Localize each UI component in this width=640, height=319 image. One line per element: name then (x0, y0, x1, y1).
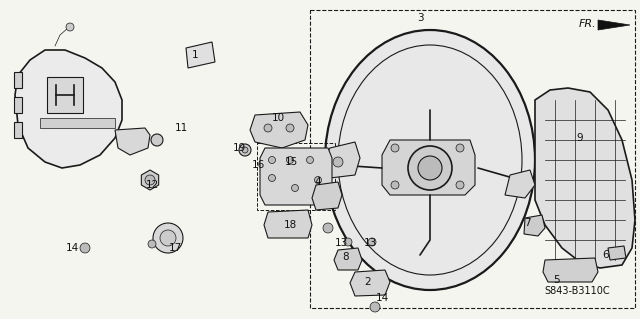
Circle shape (66, 23, 74, 31)
Polygon shape (14, 72, 22, 88)
Circle shape (368, 238, 376, 246)
Text: 12: 12 (145, 180, 159, 190)
Circle shape (391, 181, 399, 189)
Circle shape (160, 230, 176, 246)
Circle shape (264, 124, 272, 132)
Polygon shape (598, 20, 630, 30)
Polygon shape (608, 246, 626, 260)
Circle shape (80, 243, 90, 253)
Polygon shape (312, 182, 342, 210)
Circle shape (291, 184, 298, 191)
Text: 6: 6 (603, 250, 609, 260)
Circle shape (418, 156, 442, 180)
Circle shape (269, 157, 275, 164)
Circle shape (287, 157, 294, 164)
Circle shape (344, 238, 352, 246)
Text: 10: 10 (271, 113, 285, 123)
Polygon shape (524, 215, 545, 236)
Circle shape (269, 174, 275, 182)
Circle shape (333, 157, 343, 167)
Polygon shape (115, 128, 150, 155)
Circle shape (286, 124, 294, 132)
Text: 18: 18 (284, 220, 296, 230)
Polygon shape (260, 148, 332, 205)
Circle shape (148, 240, 156, 248)
Text: 2: 2 (365, 277, 371, 287)
Polygon shape (264, 210, 312, 238)
Bar (310, 10, 635, 308)
Text: 7: 7 (524, 218, 531, 228)
Text: 8: 8 (342, 252, 349, 262)
Text: 17: 17 (168, 243, 182, 253)
Bar (47, 77, 83, 113)
Circle shape (307, 157, 314, 164)
Text: 14: 14 (65, 243, 79, 253)
Polygon shape (141, 170, 159, 190)
Polygon shape (322, 142, 360, 178)
Text: 15: 15 (284, 157, 298, 167)
Circle shape (391, 144, 399, 152)
Polygon shape (543, 258, 598, 282)
Circle shape (370, 302, 380, 312)
Circle shape (151, 134, 163, 146)
Polygon shape (505, 170, 535, 198)
Polygon shape (350, 270, 390, 296)
Text: 19: 19 (232, 143, 246, 153)
Text: 14: 14 (376, 293, 388, 303)
Polygon shape (14, 97, 22, 113)
Text: 9: 9 (577, 133, 583, 143)
Circle shape (314, 176, 321, 183)
Circle shape (408, 146, 452, 190)
Text: 11: 11 (174, 123, 188, 133)
Circle shape (456, 144, 464, 152)
Polygon shape (334, 248, 362, 270)
Circle shape (239, 144, 251, 156)
Bar (40, 118, 115, 128)
Text: FR.: FR. (579, 19, 596, 29)
Polygon shape (15, 50, 122, 168)
Text: 13: 13 (334, 238, 348, 248)
Circle shape (242, 147, 248, 153)
Text: 4: 4 (315, 177, 321, 187)
Circle shape (323, 223, 333, 233)
Polygon shape (535, 88, 635, 268)
Text: S843-B3110C: S843-B3110C (544, 286, 610, 296)
Text: 1: 1 (192, 50, 198, 60)
Polygon shape (382, 140, 475, 195)
Circle shape (145, 175, 155, 185)
Circle shape (153, 223, 183, 253)
Polygon shape (186, 42, 215, 68)
Polygon shape (14, 122, 22, 138)
Text: 3: 3 (417, 13, 423, 23)
Text: 5: 5 (553, 275, 559, 285)
Text: 13: 13 (364, 238, 376, 248)
Ellipse shape (325, 30, 535, 290)
Bar (257, 143, 335, 210)
Circle shape (456, 181, 464, 189)
Polygon shape (250, 112, 308, 148)
Text: 16: 16 (252, 160, 264, 170)
